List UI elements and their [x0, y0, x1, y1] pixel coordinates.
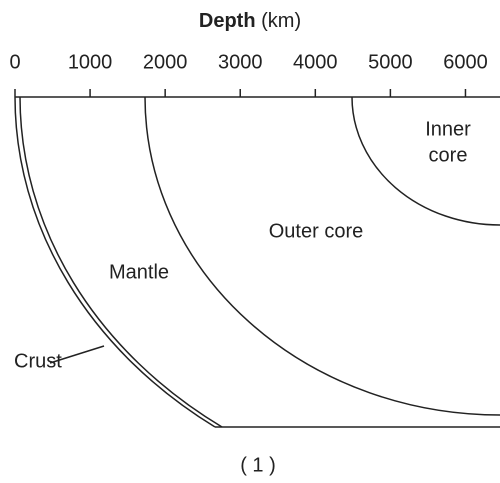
layer-label: Outer core [269, 220, 363, 242]
axis-unit: (km) [261, 10, 301, 32]
outer-core-boundary [144, 96, 500, 416]
pointer [49, 345, 105, 364]
layer-label: core [429, 144, 468, 166]
layer-label: Inner [425, 118, 471, 140]
inner-core-boundary [351, 96, 500, 226]
tick-label: 5000 [368, 51, 413, 73]
tick-label: 0 [9, 51, 20, 73]
layer-label: Mantle [109, 261, 169, 283]
tick-label: 2000 [143, 51, 188, 73]
crust-outer [14, 96, 216, 428]
caption: ( 1 ) [240, 454, 276, 476]
axis-title-text: Depth [199, 10, 256, 32]
tick-label: 6000 [443, 51, 488, 73]
axis-title: Depth (km) [199, 10, 301, 32]
crust-inner [19, 96, 223, 428]
tick-label: 1000 [68, 51, 113, 73]
tick-label: 4000 [293, 51, 338, 73]
tick-label: 3000 [218, 51, 263, 73]
layer-label: Crust [14, 350, 62, 372]
